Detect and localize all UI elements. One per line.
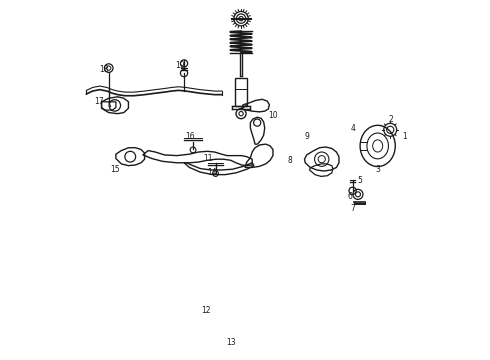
Text: 12: 12 bbox=[201, 306, 211, 315]
Text: 10: 10 bbox=[268, 111, 278, 120]
Text: 3: 3 bbox=[375, 165, 380, 174]
Text: 8: 8 bbox=[288, 156, 292, 165]
Text: 18: 18 bbox=[99, 65, 109, 74]
Text: 5: 5 bbox=[357, 176, 362, 185]
Text: 17: 17 bbox=[94, 97, 103, 106]
Text: 19: 19 bbox=[175, 61, 185, 70]
Text: 13: 13 bbox=[226, 338, 236, 347]
Text: 16: 16 bbox=[186, 132, 196, 141]
Text: 9: 9 bbox=[304, 132, 309, 141]
Text: 14: 14 bbox=[207, 168, 217, 177]
Text: 15: 15 bbox=[110, 165, 120, 174]
Text: 1: 1 bbox=[402, 132, 407, 141]
Text: 2: 2 bbox=[389, 114, 393, 123]
Text: 4: 4 bbox=[350, 123, 355, 132]
Text: 6: 6 bbox=[347, 192, 352, 201]
Text: 7: 7 bbox=[350, 204, 355, 213]
Text: 11: 11 bbox=[204, 154, 213, 163]
